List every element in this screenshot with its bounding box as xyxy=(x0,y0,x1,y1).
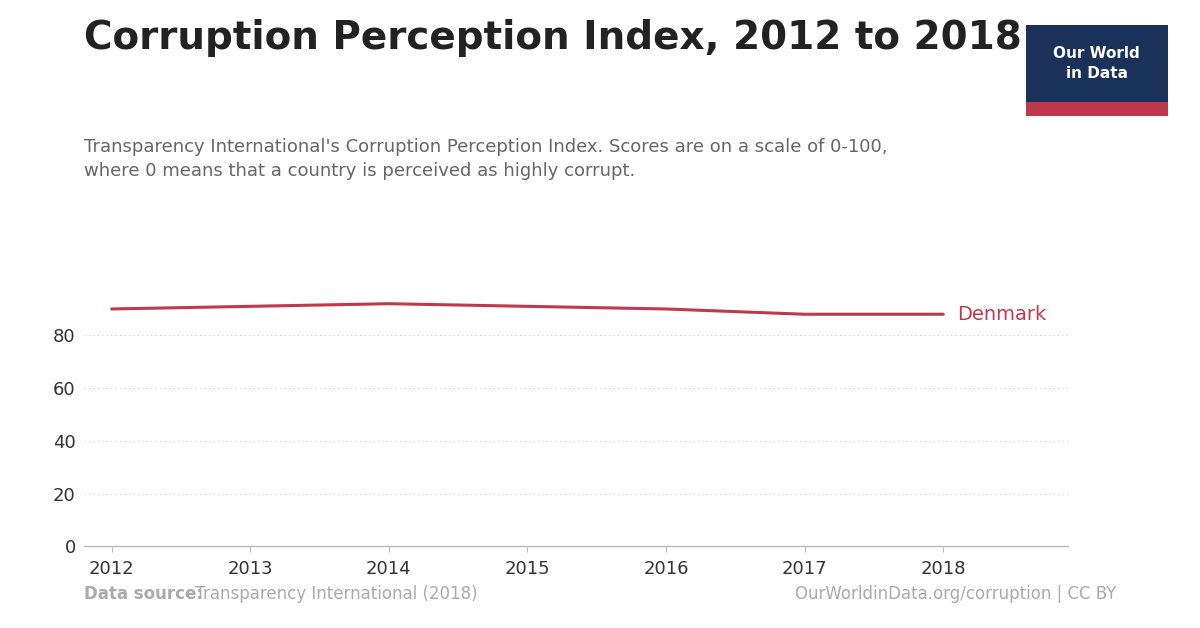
Text: OurWorldinData.org/corruption | CC BY: OurWorldinData.org/corruption | CC BY xyxy=(794,585,1116,603)
Text: Transparency International (2018): Transparency International (2018) xyxy=(190,585,478,603)
Text: Data source:: Data source: xyxy=(84,585,203,603)
Text: Denmark: Denmark xyxy=(958,305,1046,324)
Text: Our World
in Data: Our World in Data xyxy=(1054,46,1140,81)
Text: Corruption Perception Index, 2012 to 2018: Corruption Perception Index, 2012 to 201… xyxy=(84,19,1021,57)
Text: Transparency International's Corruption Perception Index. Scores are on a scale : Transparency International's Corruption … xyxy=(84,138,888,180)
